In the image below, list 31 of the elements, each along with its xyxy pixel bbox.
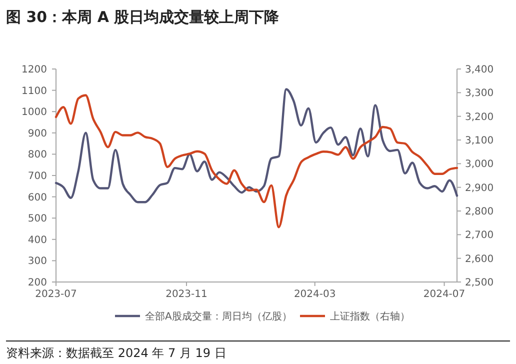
x-tick-label: 2023-11: [166, 289, 208, 300]
chart-title: 图 30：本周 A 股日均成交量较上周下降: [6, 8, 280, 26]
y-tick-label: 400: [28, 234, 47, 246]
x-tick-label: 2024-07: [423, 289, 466, 300]
legend-label: 全部A股成交量：周日均（亿股）: [145, 310, 292, 322]
y-tick-label: 900: [28, 128, 47, 140]
y2-tick-label: 2,600: [465, 254, 494, 265]
x-tick-label: 2023-07: [35, 289, 77, 300]
y-tick-label: 1000: [22, 107, 47, 118]
y2-tick-label: 2,800: [465, 206, 494, 218]
x-tick-label: 2024-03: [294, 289, 336, 300]
y-tick-label: 200: [28, 278, 47, 288]
legend-label: 上证指数（右轴）: [330, 310, 410, 322]
y-tick-label: 600: [28, 192, 47, 204]
y-tick-label: 500: [28, 214, 47, 225]
y2-tick-label: 2,900: [465, 182, 494, 194]
y2-tick-label: 3,300: [465, 88, 494, 100]
y2-tick-label: 3,200: [465, 112, 494, 123]
y2-tick-label: 3,100: [465, 136, 494, 146]
y2-tick-label: 2,500: [465, 278, 494, 288]
line-series: [54, 94, 458, 228]
y-tick-label: 300: [28, 256, 47, 268]
y-tick-label: 800: [28, 150, 47, 161]
y2-tick-label: 2,700: [465, 230, 494, 242]
y-tick-label: 1100: [22, 86, 47, 97]
y-tick-label: 700: [28, 171, 47, 182]
y2-tick-label: 3,000: [465, 159, 494, 170]
y-tick-label: 1200: [22, 64, 47, 76]
text: 资料来源：数据截至 2024 年 7 月 19 日: [6, 346, 226, 360]
y2-tick-label: 3,400: [465, 64, 494, 76]
line-series: [54, 88, 458, 204]
